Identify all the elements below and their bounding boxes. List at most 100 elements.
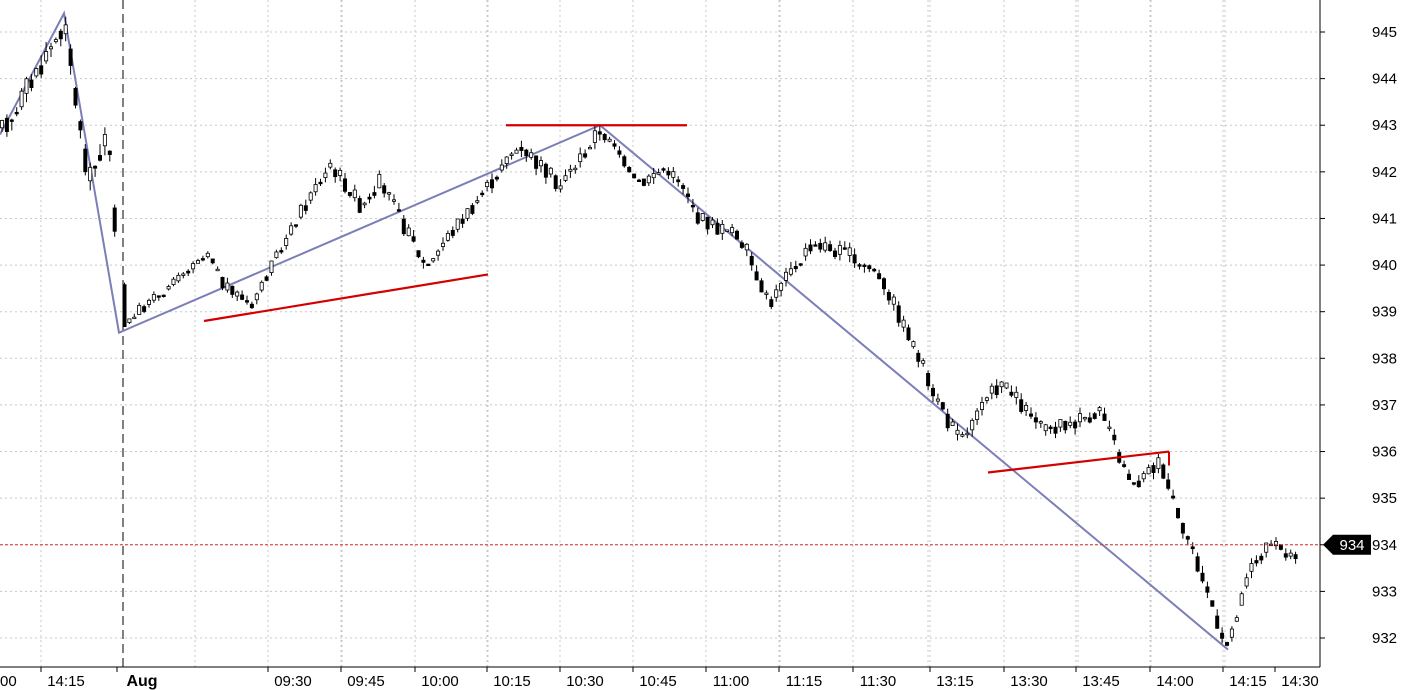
candle — [1122, 460, 1127, 468]
candle — [1127, 469, 1132, 480]
candle — [1087, 412, 1092, 424]
candle-body — [818, 242, 823, 250]
candle-body — [220, 276, 225, 289]
candle-body — [68, 48, 73, 66]
candle-body — [725, 229, 730, 232]
candle-body — [19, 90, 24, 108]
candle — [509, 151, 514, 160]
candle-body — [813, 244, 818, 247]
x-tick-label: 10:00 — [421, 673, 459, 690]
candle — [749, 252, 754, 271]
candle — [176, 272, 181, 283]
candle — [994, 379, 999, 399]
candle — [328, 159, 333, 170]
candle — [627, 165, 632, 173]
candle — [646, 174, 651, 187]
candle — [49, 42, 54, 58]
candle-body — [764, 292, 769, 295]
candle — [798, 263, 803, 267]
candle — [847, 242, 852, 263]
candle — [362, 201, 367, 209]
candle — [612, 140, 617, 150]
candle — [602, 133, 607, 143]
y-tick-label: 940 — [1372, 257, 1397, 274]
candle-body — [1288, 552, 1293, 557]
candle — [921, 358, 926, 367]
candle — [264, 275, 269, 282]
candle-body — [323, 172, 328, 178]
candle — [1019, 393, 1024, 414]
candle — [279, 247, 284, 254]
candle-body — [4, 117, 9, 132]
candle-body — [1146, 467, 1151, 475]
candle — [1141, 471, 1146, 483]
candle-body — [676, 179, 681, 183]
candle-body — [83, 148, 88, 173]
x-tick-label: 10:15 — [493, 673, 531, 690]
candle — [754, 265, 759, 281]
candle-body — [592, 130, 597, 143]
candle-body — [916, 352, 921, 362]
candle-body — [1038, 421, 1043, 424]
candle-body — [1151, 465, 1156, 473]
candle-body — [739, 242, 744, 248]
candle — [88, 162, 93, 191]
candle-body — [161, 294, 166, 298]
candle — [931, 384, 936, 403]
candle-body — [1078, 413, 1083, 423]
y-tick-label: 942 — [1372, 164, 1397, 181]
candle-body — [867, 265, 872, 270]
candle-body — [857, 264, 862, 267]
candle-body — [1043, 424, 1048, 432]
candle — [823, 236, 828, 253]
y-tick-label: 944 — [1372, 71, 1397, 88]
candle-body — [406, 227, 411, 237]
candle-body — [1112, 434, 1117, 441]
candle — [1131, 482, 1136, 486]
x-tick-label: 14:30 — [1281, 673, 1319, 690]
candle-body — [357, 198, 362, 213]
candle-body — [1274, 541, 1279, 547]
candle — [416, 250, 421, 259]
candle — [68, 44, 73, 75]
candle-body — [622, 156, 627, 167]
candle-body — [362, 202, 367, 206]
candle-body — [935, 398, 940, 402]
candle — [1156, 453, 1161, 474]
candle-body — [779, 282, 784, 291]
candle-body — [303, 205, 308, 211]
candle — [700, 213, 705, 222]
candle — [676, 176, 681, 187]
candle — [445, 230, 450, 242]
candle-body — [382, 185, 387, 194]
candle — [607, 136, 612, 143]
candle-body — [509, 153, 514, 156]
candle-body — [1048, 426, 1053, 429]
candle-body — [1009, 391, 1014, 396]
candle-body — [989, 385, 994, 394]
candle — [1092, 412, 1097, 420]
candle-body — [347, 192, 352, 196]
candle-body — [945, 413, 950, 429]
candle — [735, 229, 740, 240]
candle-body — [333, 169, 338, 178]
candle — [637, 178, 642, 183]
candle-body — [58, 30, 63, 40]
candle — [431, 258, 436, 263]
candle-body — [279, 250, 284, 253]
candle — [269, 260, 274, 276]
candle-body — [524, 149, 529, 156]
candle — [656, 168, 661, 175]
candle-body — [769, 299, 774, 307]
candle-body — [455, 218, 460, 230]
candle — [788, 261, 793, 277]
candle-body — [93, 165, 98, 169]
candle-body — [607, 138, 612, 142]
candle — [450, 226, 455, 239]
candle — [352, 184, 357, 202]
candle-body — [602, 134, 607, 141]
candle-body — [431, 258, 436, 262]
candle-body — [705, 216, 710, 230]
candle-body — [426, 263, 431, 267]
candle-body — [127, 318, 132, 323]
